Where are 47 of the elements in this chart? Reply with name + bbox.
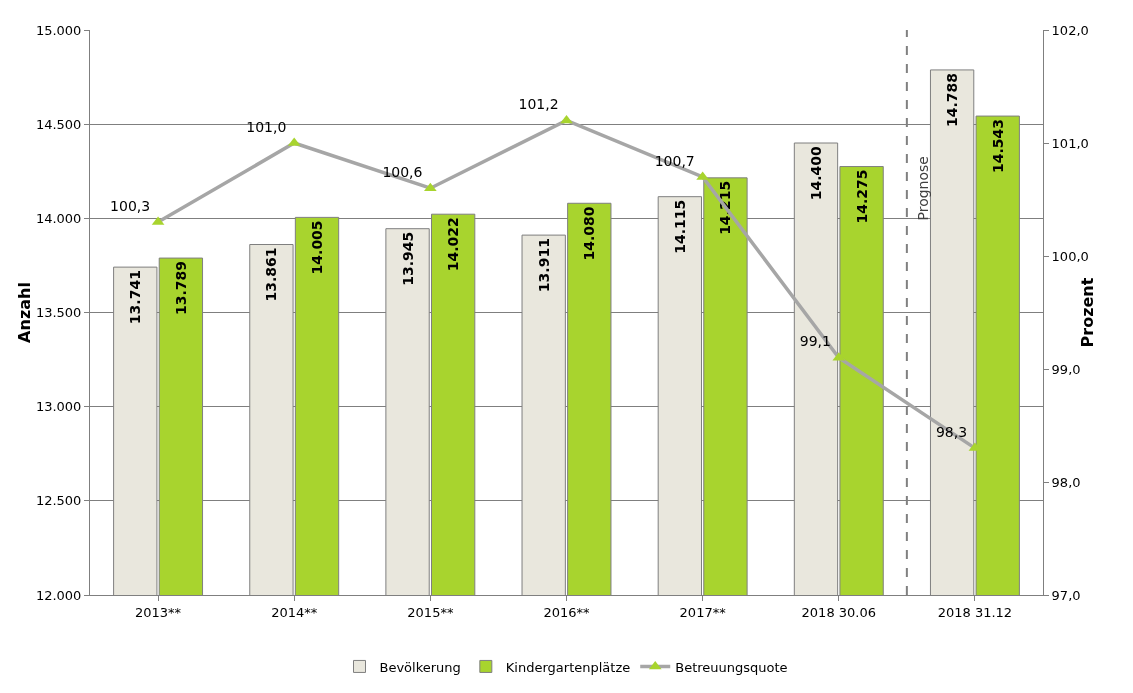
y-tick-label: 14.000 — [35, 210, 82, 226]
x-tick-label: 2018 31.12 — [937, 604, 1013, 620]
y2-tick-label: 97,0 — [1051, 587, 1081, 603]
data-label: 98,3 — [935, 423, 968, 440]
y-tick-label: 12.500 — [35, 493, 82, 509]
y2-axis-title: Prozent — [1078, 277, 1097, 348]
x-tick-label: 2014** — [271, 604, 318, 620]
legend-label: Kindergartenplätze — [505, 659, 631, 675]
y-tick-label: 14.500 — [35, 116, 82, 132]
point — [560, 114, 573, 124]
data-label: 13.741 — [127, 270, 144, 325]
data-label: 14.005 — [309, 220, 326, 275]
x-tick-label: 2018 30.06 — [801, 604, 877, 620]
data-label: 13.861 — [263, 247, 280, 302]
y-tick-label: 15.000 — [35, 22, 82, 38]
data-label: 14.022 — [445, 217, 462, 272]
y2-tick-label: 99,0 — [1051, 361, 1081, 377]
data-label: 14.543 — [989, 119, 1006, 174]
y-tick-label: 13.000 — [35, 399, 82, 415]
x-tick-label: 2016** — [543, 604, 591, 620]
x-tick-label: 2015** — [407, 604, 454, 620]
x-tick-label: 2017** — [679, 604, 727, 620]
data-label: 13.789 — [172, 261, 189, 316]
y-tick-label: 13.500 — [35, 305, 82, 321]
data-label: 14.275 — [853, 169, 870, 224]
data-label: 13.911 — [535, 238, 552, 293]
data-label: 13.945 — [399, 231, 416, 286]
y2-tick-label: 102,0 — [1051, 22, 1089, 38]
y-axis-title: Anzahl — [14, 282, 34, 343]
y2-tick-label: 100,0 — [1051, 248, 1089, 264]
data-label: 100,7 — [654, 152, 695, 169]
legend-label: Bevölkerung — [379, 659, 461, 675]
x-tick-label: 2013** — [135, 604, 182, 620]
data-label: 14.788 — [944, 72, 961, 127]
data-label: 14.080 — [581, 206, 598, 261]
data-label: 14.400 — [807, 146, 824, 201]
data-label: 100,6 — [382, 163, 423, 180]
data-label: 101,2 — [518, 96, 559, 113]
y2-tick-label: 98,0 — [1051, 474, 1081, 490]
legend-label: Betreuungsquote — [675, 659, 788, 675]
ref-line-label: Prognose — [914, 156, 931, 221]
data-label: 14.115 — [671, 199, 688, 254]
data-label: 101,0 — [246, 118, 287, 135]
y2-tick-label: 101,0 — [1051, 135, 1089, 151]
data-label: 100,3 — [110, 197, 151, 214]
y-tick-label: 12.000 — [35, 587, 82, 603]
data-label: 99,1 — [799, 333, 831, 350]
